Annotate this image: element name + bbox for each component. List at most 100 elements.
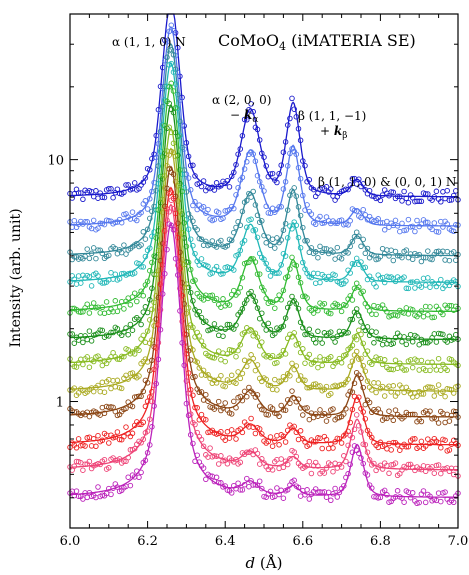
- data-point: [190, 298, 196, 304]
- data-point: [140, 436, 147, 442]
- data-point: [192, 404, 198, 411]
- data-point: [343, 352, 349, 358]
- data-point: [142, 175, 149, 181]
- data-point: [308, 470, 315, 477]
- data-point: [330, 445, 336, 451]
- data-point: [237, 375, 244, 382]
- data-point: [409, 223, 416, 230]
- data-point: [272, 305, 278, 311]
- data-point: [164, 185, 170, 192]
- data-point: [218, 183, 224, 189]
- data-point: [252, 202, 259, 208]
- data-point: [263, 376, 269, 383]
- x-axis-label: d (Å): [246, 554, 283, 572]
- data-point: [280, 407, 287, 413]
- data-point: [168, 189, 175, 196]
- data-point: [192, 373, 198, 380]
- data-point: [390, 257, 397, 264]
- data-point: [175, 183, 181, 189]
- data-point: [287, 400, 293, 407]
- data-point: [334, 494, 341, 500]
- data-point: [231, 398, 237, 405]
- data-point: [422, 191, 429, 197]
- data-point: [317, 383, 323, 389]
- data-point: [207, 445, 213, 451]
- data-point: [321, 300, 328, 307]
- data-point: [226, 302, 233, 308]
- x-tick-label: 7.0: [448, 534, 469, 549]
- data-point: [147, 167, 153, 173]
- data-point: [315, 328, 321, 335]
- data-point: [435, 420, 442, 426]
- data-point: [401, 274, 407, 280]
- data-point: [263, 240, 269, 246]
- data-point: [276, 442, 282, 448]
- data-point: [300, 325, 306, 331]
- data-point: [211, 321, 218, 327]
- data-point: [269, 405, 276, 412]
- data-point: [375, 356, 381, 362]
- data-point: [403, 247, 410, 253]
- data-point: [224, 242, 231, 249]
- data-point: [319, 489, 325, 496]
- data-point: [175, 262, 181, 269]
- data-point: [99, 250, 106, 257]
- data-point: [71, 254, 78, 260]
- data-point: [95, 382, 101, 389]
- data-point: [284, 304, 291, 311]
- data-point: [435, 462, 442, 468]
- x-tick-label: 6.4: [215, 534, 236, 549]
- data-point: [203, 391, 209, 398]
- data-point: [302, 439, 308, 445]
- data-point: [280, 323, 287, 329]
- data-point: [360, 363, 366, 369]
- data-point: [205, 398, 211, 404]
- data-point: [99, 194, 106, 201]
- data-point: [403, 367, 410, 373]
- data-point: [213, 263, 220, 270]
- data-point: [196, 365, 203, 371]
- data-point: [401, 367, 407, 373]
- data-point: [246, 106, 252, 113]
- data-point: [172, 178, 179, 185]
- data-point: [319, 220, 325, 227]
- data-point: [218, 271, 224, 277]
- data-point: [101, 456, 108, 463]
- data-point: [272, 438, 278, 444]
- data-point: [235, 347, 241, 354]
- data-point: [450, 408, 457, 414]
- data-point: [166, 124, 172, 130]
- data-point: [97, 190, 103, 196]
- data-point: [422, 468, 429, 475]
- data-point: [153, 235, 159, 241]
- data-point: [306, 351, 313, 358]
- data-point: [129, 327, 136, 333]
- data-point: [274, 387, 280, 393]
- data-point: [317, 243, 323, 250]
- data-point: [278, 402, 284, 409]
- data-point: [108, 329, 114, 336]
- data-point: [237, 222, 244, 228]
- data-point: [381, 357, 388, 363]
- data-point: [78, 280, 84, 286]
- data-point: [297, 212, 304, 219]
- data-point: [274, 235, 280, 241]
- y-tick-label: 1: [56, 396, 64, 411]
- data-point: [196, 389, 203, 396]
- data-point: [194, 405, 200, 411]
- data-point: [114, 356, 121, 362]
- data-point: [295, 436, 302, 443]
- data-point: [276, 378, 282, 384]
- data-point: [125, 474, 131, 480]
- data-point: [162, 228, 168, 234]
- data-point: [213, 474, 220, 481]
- data-point: [291, 449, 297, 455]
- data-point: [386, 408, 392, 414]
- data-point: [422, 499, 429, 506]
- fit-line: [70, 13, 458, 198]
- data-point: [112, 434, 119, 440]
- data-point: [392, 278, 399, 285]
- data-point: [233, 353, 239, 360]
- data-point: [287, 266, 293, 272]
